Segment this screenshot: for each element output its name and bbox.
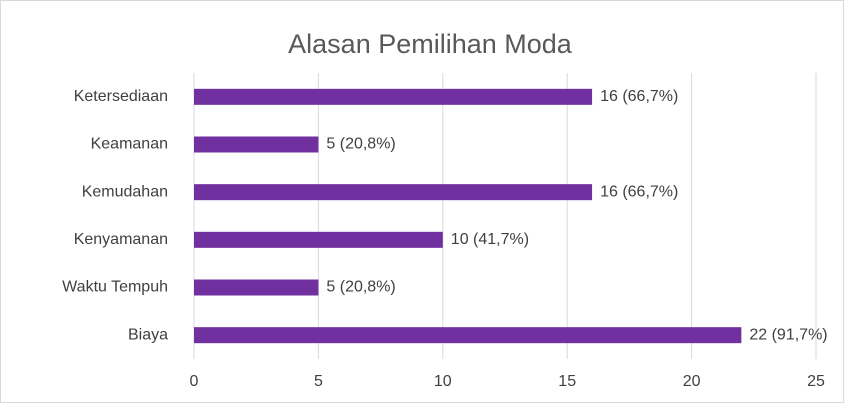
x-tick-label: 5	[314, 373, 323, 390]
bar	[194, 184, 593, 201]
bar	[194, 88, 593, 105]
x-tick-label: 0	[190, 373, 199, 390]
data-label: 16 (66,7%)	[600, 88, 678, 105]
y-tick-label: Ketersediaan	[74, 88, 168, 105]
bar	[194, 327, 742, 344]
y-tick-label: Waktu Tempuh	[62, 279, 168, 296]
y-tick-label: Kenyamanan	[74, 231, 168, 248]
x-tick-label: 25	[807, 373, 825, 390]
bar	[194, 136, 319, 153]
y-tick-label: Biaya	[128, 326, 168, 343]
x-tick-label: 15	[558, 373, 576, 390]
x-tick-label: 10	[434, 373, 452, 390]
data-label: 16 (66,7%)	[600, 183, 678, 200]
y-tick-label: Kemudahan	[82, 183, 168, 200]
x-tick-label: 20	[683, 373, 701, 390]
bar	[194, 279, 319, 296]
chart-title: Alasan Pemilihan Moda	[288, 29, 573, 59]
data-label: 5 (20,8%)	[326, 136, 395, 153]
data-label: 10 (41,7%)	[451, 231, 529, 248]
y-tick-label: Keamanan	[91, 136, 168, 153]
data-label: 22 (91,7%)	[749, 326, 827, 343]
data-label: 5 (20,8%)	[326, 279, 395, 296]
bar	[194, 231, 443, 248]
